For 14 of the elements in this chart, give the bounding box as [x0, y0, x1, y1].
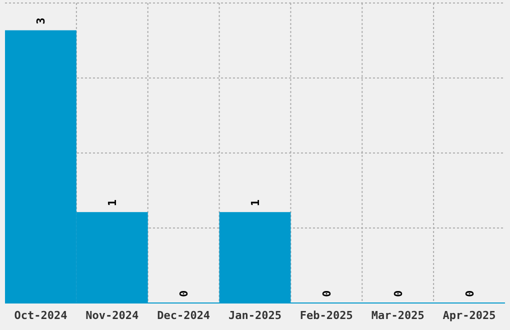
data-label: 1 [249, 199, 262, 206]
x-tick-label: Dec-2024 [157, 309, 210, 322]
data-label: 0 [320, 290, 334, 297]
data-label: 3 [34, 18, 48, 24]
data-label: 0 [178, 290, 191, 297]
data-label: 0 [392, 290, 405, 297]
x-tick-label: Nov-2024 [86, 309, 140, 322]
x-tick-label: Jan-2025 [228, 309, 282, 322]
x-tick-label: Mar-2025 [371, 309, 424, 322]
x-tick-label: Feb-2025 [300, 309, 353, 322]
x-tick-label: Apr-2025 [442, 309, 496, 322]
x-tick-label: Oct-2024 [14, 309, 68, 322]
data-label: 0 [463, 290, 476, 297]
data-label: 1 [106, 199, 120, 206]
